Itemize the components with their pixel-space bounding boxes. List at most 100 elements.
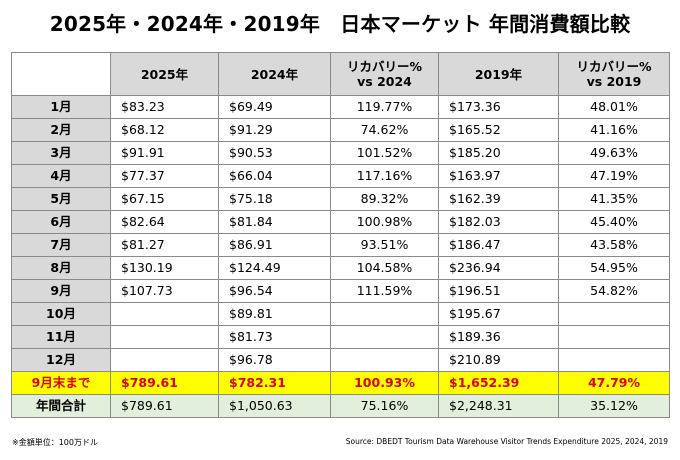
amount-cell: $165.52 [438, 118, 559, 142]
amount-cell: $96.54 [218, 279, 331, 303]
amount-cell: $107.73 [110, 279, 219, 303]
table-row: 9月末まで $789.61 $782.31 100.93% $1,652.39 47.79… [11, 371, 670, 395]
column-header: 2019年 [438, 52, 559, 96]
table-row: 1月 $83.23 $69.49 119.77% $173.36 48.01% [11, 95, 670, 119]
recovery-cell: 54.82% [558, 279, 670, 303]
row-label: 11月 [11, 325, 111, 349]
recovery-cell: 47.19% [558, 164, 670, 188]
table-row: 11月 $81.73 $189.36 [11, 325, 670, 349]
row-label: 10月 [11, 302, 111, 326]
recovery-cell: 48.01% [558, 95, 670, 119]
table-row: 3月 $91.91 $90.53 101.52% $185.20 49.63% [11, 141, 670, 165]
recovery-cell: 54.95% [558, 256, 670, 280]
amount-cell: $77.37 [110, 164, 219, 188]
amount-cell: $185.20 [438, 141, 559, 165]
table-row: 7月 $81.27 $86.91 93.51% $186.47 43.58% [11, 233, 670, 257]
recovery-cell [330, 302, 439, 326]
row-label: 6月 [11, 210, 111, 234]
amount-cell: $186.47 [438, 233, 559, 257]
amount-cell: $90.53 [218, 141, 331, 165]
page-title: 2025年・2024年・2019年 日本マーケット 年間消費額比較 [49, 12, 631, 36]
amount-cell: $789.61 [110, 394, 219, 418]
recovery-cell [330, 325, 439, 349]
amount-cell: $189.36 [438, 325, 559, 349]
amount-cell: $91.29 [218, 118, 331, 142]
amount-cell: $83.23 [110, 95, 219, 119]
recovery-cell: 117.16% [330, 164, 439, 188]
row-label: 4月 [11, 164, 111, 188]
amount-cell: $162.39 [438, 187, 559, 211]
table-row: 2月 $68.12 $91.29 74.62% $165.52 41.16% [11, 118, 670, 142]
amount-cell: $91.91 [110, 141, 219, 165]
row-label: 7月 [11, 233, 111, 257]
row-label: 年間合計 [11, 394, 111, 418]
amount-cell: $82.64 [110, 210, 219, 234]
row-label: 8月 [11, 256, 111, 280]
amount-cell: $163.97 [438, 164, 559, 188]
column-header: 2025年 [110, 52, 219, 96]
recovery-cell: 75.16% [330, 394, 439, 418]
recovery-cell: 111.59% [330, 279, 439, 303]
recovery-cell: 41.35% [558, 187, 670, 211]
recovery-cell: 93.51% [330, 233, 439, 257]
recovery-cell [558, 302, 670, 326]
source-note: Source: DBEDT Tourism Data Warehouse Vis… [345, 437, 668, 446]
row-label: 3月 [11, 141, 111, 165]
amount-cell: $86.91 [218, 233, 331, 257]
amount-cell: $81.84 [218, 210, 331, 234]
amount-cell: $69.49 [218, 95, 331, 119]
table-row: 10月 $89.81 $195.67 [11, 302, 670, 326]
amount-cell: $196.51 [438, 279, 559, 303]
recovery-cell: 49.63% [558, 141, 670, 165]
row-label: 1月 [11, 95, 111, 119]
recovery-cell: 101.52% [330, 141, 439, 165]
recovery-cell: 100.93% [330, 371, 439, 395]
amount-cell: $182.03 [438, 210, 559, 234]
amount-cell: $67.15 [110, 187, 219, 211]
amount-cell: $75.18 [218, 187, 331, 211]
column-header: リカバリー% vs 2019 [558, 52, 670, 96]
expenditure-table: 2025年 2024年 リカバリー% vs 2024 2019年 リカバリー% vs 201… [11, 52, 670, 418]
amount-cell: $81.27 [110, 233, 219, 257]
amount-cell [110, 302, 219, 326]
recovery-cell: 47.79% [558, 371, 670, 395]
recovery-cell: 41.16% [558, 118, 670, 142]
amount-cell: $1,652.39 [438, 371, 559, 395]
table-body: 1月 $83.23 $69.49 119.77% $173.36 48.01% 2月 $68.… [11, 95, 670, 418]
recovery-cell: 35.12% [558, 394, 670, 418]
recovery-cell: 45.40% [558, 210, 670, 234]
row-label: 9月 [11, 279, 111, 303]
amount-cell: $89.81 [218, 302, 331, 326]
recovery-cell [558, 325, 670, 349]
row-label: 2月 [11, 118, 111, 142]
table-row: 12月 $96.78 $210.89 [11, 348, 670, 372]
recovery-cell: 100.98% [330, 210, 439, 234]
amount-cell [110, 348, 219, 372]
amount-cell: $173.36 [438, 95, 559, 119]
table-row: 6月 $82.64 $81.84 100.98% $182.03 45.40% [11, 210, 670, 234]
amount-cell: $789.61 [110, 371, 219, 395]
column-header: 2024年 [218, 52, 331, 96]
table-row: 9月 $107.73 $96.54 111.59% $196.51 54.82% [11, 279, 670, 303]
table-row: 5月 $67.15 $75.18 89.32% $162.39 41.35% [11, 187, 670, 211]
header-blank [11, 52, 111, 96]
recovery-cell [330, 348, 439, 372]
table-row: 年間合計 $789.61 $1,050.63 75.16% $2,248.31 35.12… [11, 394, 670, 418]
row-label: 12月 [11, 348, 111, 372]
recovery-cell: 119.77% [330, 95, 439, 119]
amount-cell: $210.89 [438, 348, 559, 372]
row-label: 5月 [11, 187, 111, 211]
recovery-cell: 74.62% [330, 118, 439, 142]
recovery-cell: 89.32% [330, 187, 439, 211]
amount-cell: $96.78 [218, 348, 331, 372]
unit-footnote: ※金額単位：100万ドル [12, 438, 98, 447]
amount-cell: $236.94 [438, 256, 559, 280]
table-row: 8月 $130.19 $124.49 104.58% $236.94 54.95% [11, 256, 670, 280]
amount-cell: $81.73 [218, 325, 331, 349]
recovery-cell: 104.58% [330, 256, 439, 280]
column-header: リカバリー% vs 2024 [330, 52, 439, 96]
table-row: 4月 $77.37 $66.04 117.16% $163.97 47.19% [11, 164, 670, 188]
row-label: 9月末まで [11, 371, 111, 395]
table-header-row: 2025年 2024年 リカバリー% vs 2024 2019年 リカバリー% vs 201… [11, 52, 670, 96]
amount-cell: $124.49 [218, 256, 331, 280]
